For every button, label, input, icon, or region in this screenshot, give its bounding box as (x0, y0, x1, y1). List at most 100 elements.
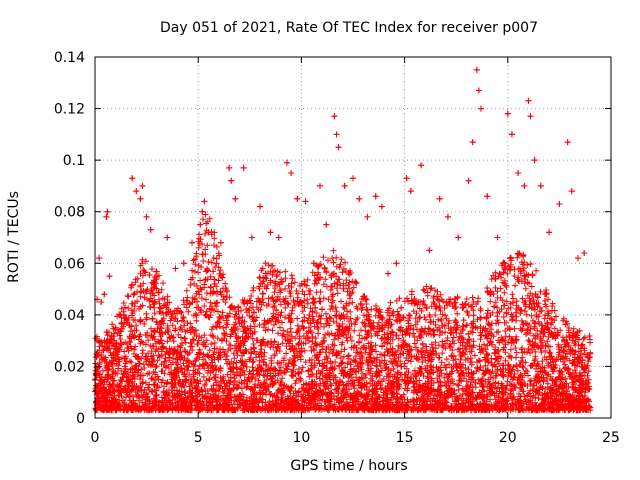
roti-point-14 (147, 226, 154, 233)
roti-point-63 (477, 105, 484, 112)
roti-point-18 (180, 260, 187, 267)
roti-point-66 (504, 110, 511, 117)
roti-point-10 (133, 188, 140, 195)
roti-point-47 (364, 213, 371, 220)
roti-point-75 (556, 200, 563, 207)
x-tick-label: 25 (602, 430, 620, 446)
x-axis-label: GPS time / hours (290, 458, 407, 474)
roti-point-15 (153, 273, 160, 280)
roti-point-5 (104, 208, 111, 215)
roti-point-58 (455, 234, 462, 241)
roti-point-6 (106, 273, 113, 280)
roti-point-9 (129, 175, 136, 182)
roti-point-12 (139, 182, 146, 189)
roti-point-43 (335, 144, 342, 151)
roti-point-2 (98, 298, 105, 305)
roti-point-35 (288, 170, 295, 177)
roti-point-26 (226, 164, 233, 171)
roti-point-40 (323, 221, 330, 228)
roti-point-44 (341, 182, 348, 189)
roti-point-64 (484, 193, 491, 200)
roti-point-28 (232, 195, 239, 202)
roti-point-78 (574, 255, 581, 262)
roti-point-29 (240, 164, 247, 171)
roti-point-68 (515, 170, 522, 177)
roti-point-17 (172, 265, 179, 272)
y-tick-label: 0.12 (54, 102, 85, 118)
roti-point-39 (316, 182, 323, 189)
x-tick-label: 0 (91, 430, 100, 446)
roti-point-59 (465, 177, 472, 184)
roti-point-76 (564, 139, 571, 146)
roti-point-48 (372, 193, 379, 200)
roti-point-46 (356, 195, 363, 202)
roti-point-36 (294, 195, 301, 202)
roti-markers (92, 66, 594, 414)
chart-title: Day 051 of 2021, Rate Of TEC Index for r… (160, 20, 538, 36)
roti-point-60 (469, 139, 476, 146)
roti-point-42 (333, 131, 340, 138)
roti-point-16 (164, 234, 171, 241)
roti-point-50 (385, 270, 392, 277)
roti-point-72 (531, 157, 538, 164)
x-tick-label: 15 (396, 430, 414, 446)
x-axis-tick-labels: 0 5 10 15 20 25 (91, 430, 620, 446)
roti-point-34 (283, 159, 290, 166)
x-tick-label: 5 (194, 430, 203, 446)
y-tick-label: 0.02 (54, 359, 85, 375)
roti-point-41 (331, 113, 338, 120)
roti-point-30 (248, 234, 255, 241)
roti-point-67 (508, 131, 515, 138)
x-tick-label: 10 (292, 430, 310, 446)
roti-point-61 (473, 66, 480, 73)
roti-point-11 (137, 195, 144, 202)
roti-point-27 (228, 177, 235, 184)
y-tick-label: 0.08 (54, 205, 85, 221)
roti-point-22 (201, 198, 208, 205)
roti-point-23 (205, 229, 212, 236)
y-tick-label: 0.06 (54, 256, 85, 272)
roti-point-31 (257, 203, 264, 210)
roti-point-4 (103, 213, 110, 220)
roti-point-52 (403, 175, 410, 182)
roti-point-56 (436, 195, 443, 202)
roti-point-69 (521, 182, 528, 189)
roti-point-32 (267, 229, 274, 236)
roti-point-37 (302, 198, 309, 205)
roti-point-73 (537, 182, 544, 189)
y-tick-label: 0.04 (54, 308, 85, 324)
roti-point-20 (197, 221, 204, 228)
roti-point-7 (112, 324, 119, 331)
roti-point-45 (350, 175, 356, 182)
roti-point-3 (101, 291, 108, 298)
roti-point-74 (546, 229, 553, 236)
roti-point-21 (199, 208, 206, 215)
roti-point-53 (407, 188, 414, 195)
roti-point-62 (475, 87, 482, 94)
roti-point-38 (310, 260, 317, 267)
roti-point-70 (525, 97, 532, 104)
y-tick-label: 0.1 (63, 153, 85, 169)
roti-point-8 (120, 311, 127, 318)
y-tick-label: 0 (76, 411, 85, 427)
y-axis-label: ROTI / TECUs (6, 191, 22, 283)
roti-point-65 (494, 234, 501, 241)
roti-point-33 (275, 234, 282, 241)
roti-point-1 (96, 255, 103, 262)
roti-point-71 (527, 113, 534, 120)
roti-point-49 (378, 203, 385, 210)
roti-point-57 (444, 213, 451, 220)
roti-point-24 (211, 280, 218, 287)
roti-point-54 (418, 162, 425, 169)
x-tick-label: 20 (499, 430, 517, 446)
data-points (92, 66, 594, 414)
roti-point-25 (217, 239, 224, 246)
roti-point-19 (189, 239, 196, 246)
plot-frame (94, 56, 612, 419)
roti-point-13 (143, 213, 150, 220)
roti-point-51 (393, 260, 400, 267)
axis-ticks (94, 56, 612, 419)
roti-point-79 (581, 249, 588, 256)
roti-point-55 (426, 247, 433, 254)
